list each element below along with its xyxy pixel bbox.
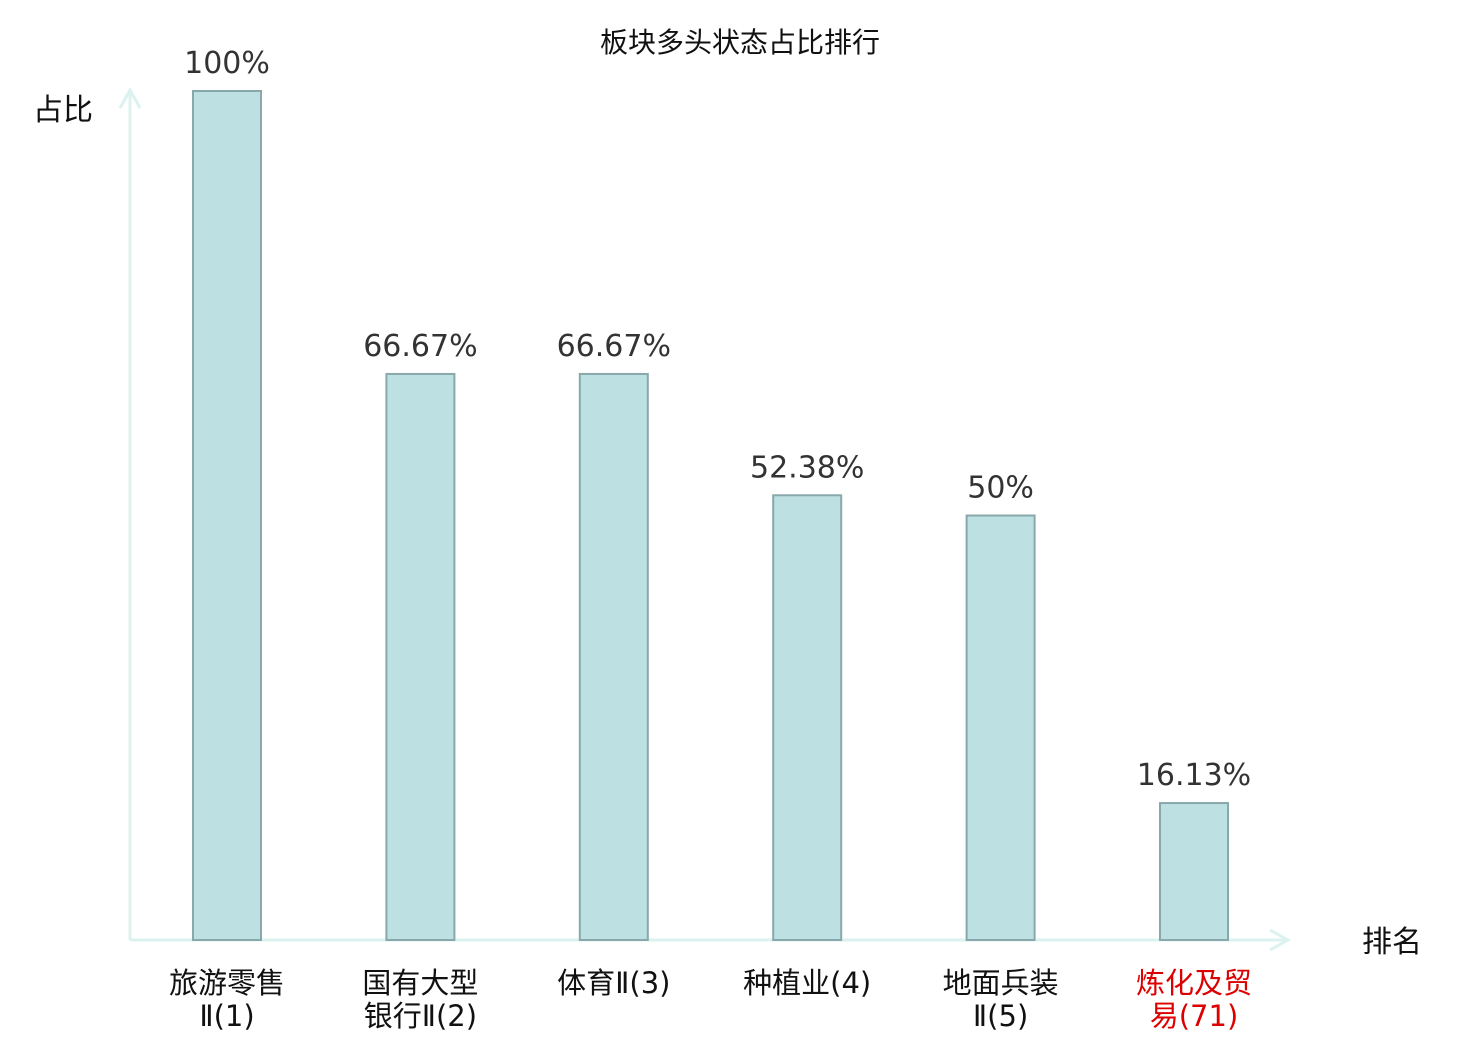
chart-title: 板块多头状态占比排行 [600, 26, 880, 59]
y-axis [118, 86, 142, 940]
bar [965, 514, 1036, 941]
category-label-line: 种植业(4) [743, 966, 871, 1000]
category-label: 炼化及贸易(71) [1136, 966, 1252, 1033]
category-label-line: 地面兵装 [943, 966, 1059, 1000]
category-label-line: Ⅱ(5) [973, 999, 1028, 1033]
category-label-line: 国有大型 [362, 966, 478, 1000]
category-label-line: 旅游零售 [169, 966, 285, 1000]
x-axis-label: 排名 [1362, 925, 1422, 960]
category-label-line: 炼化及贸 [1136, 966, 1252, 1000]
bar [1159, 802, 1229, 941]
bar [192, 90, 262, 941]
category-label: 地面兵装 Ⅱ(5) [943, 966, 1059, 1033]
y-axis-arrowhead [118, 86, 142, 109]
x-axis-arrowhead [1269, 928, 1292, 952]
bar [578, 372, 649, 942]
bar [385, 372, 456, 942]
category-labels-group: 旅游零售 Ⅱ(1) 国有大型银行Ⅱ(2) 体育Ⅱ(3) 种植业(4) 地面兵装 Ⅱ(5) 炼化… [169, 966, 1252, 1033]
category-label: 国有大型银行Ⅱ(2) [362, 966, 478, 1033]
category-label: 旅游零售 Ⅱ(1) [169, 966, 285, 1033]
category-label: 种植业(4) [743, 966, 871, 1000]
bar-value-label: 52.38% [750, 450, 864, 485]
bar-value-label: 66.67% [363, 329, 477, 364]
category-label-line: 银行Ⅱ(2) [364, 999, 477, 1033]
bar [772, 494, 843, 941]
bars-group [192, 90, 1229, 942]
category-label-line: 易(71) [1150, 999, 1239, 1033]
x-axis [130, 928, 1292, 952]
value-labels-group: 100% 66.67% 66.67% 52.38% 50% 16.13% [184, 46, 1251, 793]
category-label: 体育Ⅱ(3) [557, 966, 670, 1000]
bar-value-label: 16.13% [1137, 758, 1251, 793]
category-label-line: Ⅱ(1) [199, 999, 254, 1033]
bar-value-label: 100% [184, 46, 270, 81]
bar-value-label: 50% [967, 471, 1034, 506]
y-axis-label: 占比 [33, 93, 93, 128]
category-label-line: 体育Ⅱ(3) [557, 966, 670, 1000]
bar-value-label: 66.67% [557, 329, 671, 364]
